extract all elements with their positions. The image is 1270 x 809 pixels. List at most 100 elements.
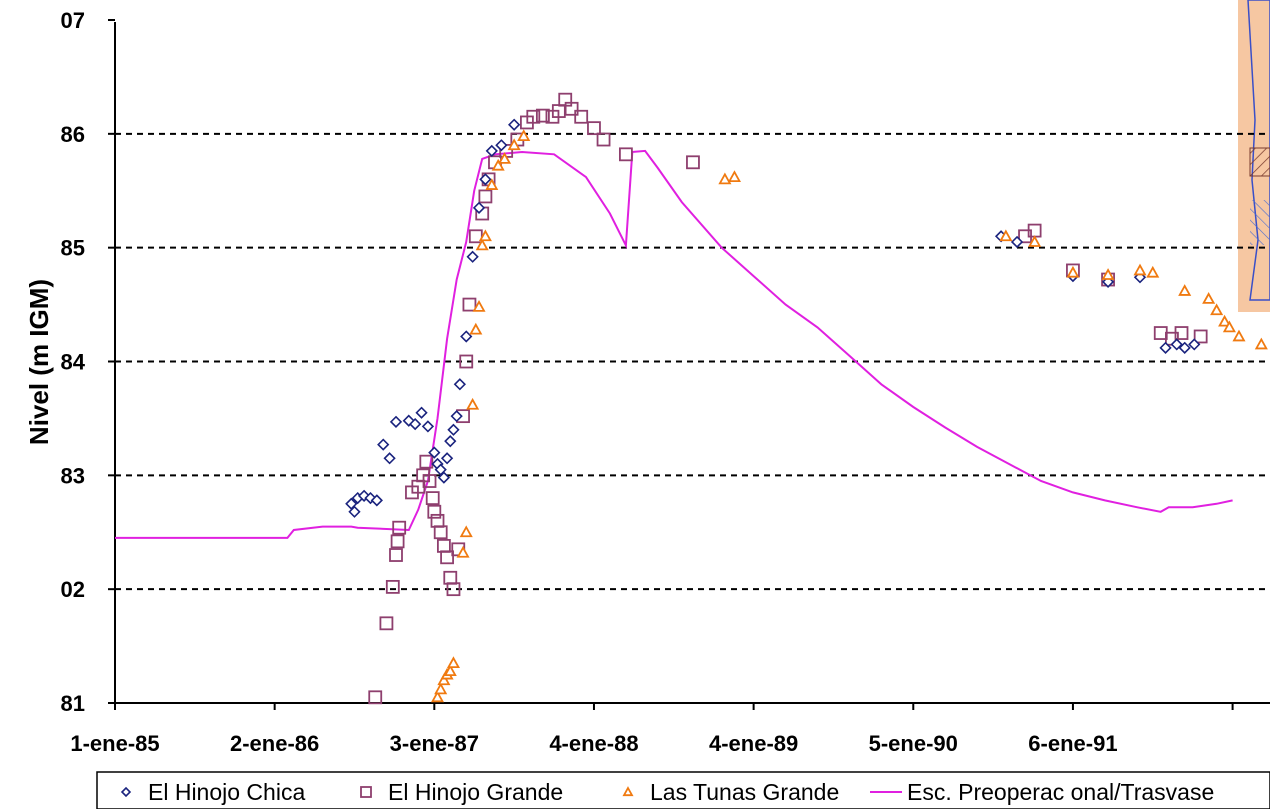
data-point [1202, 292, 1216, 304]
data-point [508, 118, 521, 131]
y-tick-label: 85 [61, 236, 85, 261]
data-point [430, 513, 445, 528]
data-point [447, 423, 460, 436]
data-point [564, 101, 579, 116]
data-point [574, 109, 589, 124]
data-point [430, 690, 445, 703]
data-point [459, 354, 474, 369]
y-tick-label: 02 [61, 577, 85, 602]
series-line [115, 149, 1233, 539]
data-point [686, 155, 700, 170]
data-point [421, 420, 435, 433]
y-ticks: 81 02 83 84 85 86 07 [61, 8, 115, 716]
data-point [1232, 329, 1246, 342]
data-point [428, 446, 441, 459]
data-point [727, 170, 741, 182]
data-point [495, 139, 508, 152]
data-point [718, 172, 732, 185]
legend-label: El Hinojo Chica [148, 779, 305, 805]
data-point [475, 238, 489, 251]
data-point [409, 417, 422, 431]
data-point [459, 525, 473, 538]
x-tick-label: 1-ene-85 [70, 731, 159, 756]
y-axis-label: Nivel (m IGM) [24, 279, 54, 445]
data-point [425, 491, 440, 506]
data-point [443, 570, 458, 585]
data-point [472, 201, 486, 214]
legend-label: Esc. Preoperac onal/Trasvase [907, 779, 1214, 805]
series-layer [115, 92, 1268, 705]
data-point [422, 474, 437, 488]
legend-box [96, 771, 1270, 809]
data-point [1170, 338, 1183, 351]
legend-label: Las Tunas Grande [650, 779, 839, 805]
y-tick-label: 83 [61, 463, 85, 488]
data-point [469, 322, 483, 335]
data-point [485, 178, 499, 190]
data-point [498, 152, 512, 164]
data-point [1218, 314, 1232, 327]
data-point [1254, 337, 1268, 350]
data-point [456, 545, 470, 558]
data-point [478, 189, 493, 204]
data-point [485, 144, 498, 158]
legend-label: El Hinojo Grande [388, 779, 563, 805]
data-point [440, 452, 454, 465]
data-point [437, 471, 451, 484]
data-point [437, 673, 451, 686]
series-square [368, 92, 1208, 705]
data-point [383, 452, 396, 465]
data-point [466, 397, 480, 410]
data-point [1178, 341, 1191, 354]
data-point [618, 147, 633, 162]
legend-swatch [622, 786, 634, 797]
data-point [1153, 326, 1168, 340]
data-point [446, 656, 461, 669]
data-point [453, 378, 466, 391]
data-point [348, 505, 361, 518]
x-tick-label: 2-ene-86 [230, 731, 319, 756]
data-point [385, 579, 400, 594]
x-tick-label: 3-ene-87 [390, 731, 479, 756]
series-line [115, 149, 1233, 539]
legend: El Hinojo Chica El Hinojo Grande Las Tunas… [96, 771, 1270, 809]
y-tick-label: 81 [61, 691, 85, 716]
data-point [596, 132, 611, 147]
data-point [377, 438, 390, 451]
data-point [368, 690, 383, 705]
data-point [491, 158, 505, 171]
x-tick-label: 4-ene-88 [549, 731, 638, 756]
data-point [446, 582, 461, 597]
data-point [478, 229, 492, 242]
y-tick-label: 07 [61, 8, 85, 33]
data-point [1174, 326, 1189, 340]
data-point [444, 435, 457, 448]
data-point [526, 109, 541, 124]
data-point [419, 454, 434, 469]
data-point [1010, 235, 1024, 249]
data-point [472, 300, 486, 312]
inset-map [1238, 0, 1270, 312]
data-point [1188, 338, 1201, 351]
data-point [535, 108, 550, 123]
data-point [434, 463, 447, 476]
data-point [1210, 303, 1224, 316]
x-tick-label: 4-ene-89 [709, 731, 798, 756]
legend-swatch [360, 786, 372, 798]
data-point [389, 548, 403, 562]
data-point [1159, 341, 1172, 354]
data-point [390, 534, 405, 549]
data-point [434, 682, 448, 695]
data-point [462, 297, 477, 312]
data-point [443, 664, 457, 677]
data-point [517, 129, 531, 142]
data-point [507, 138, 521, 151]
data-point [1178, 284, 1192, 296]
y-tick-label: 86 [61, 122, 85, 147]
data-point [460, 330, 473, 343]
data-point [479, 173, 492, 186]
data-point [433, 525, 448, 540]
series-triangle [430, 129, 1268, 703]
data-point [436, 539, 451, 553]
